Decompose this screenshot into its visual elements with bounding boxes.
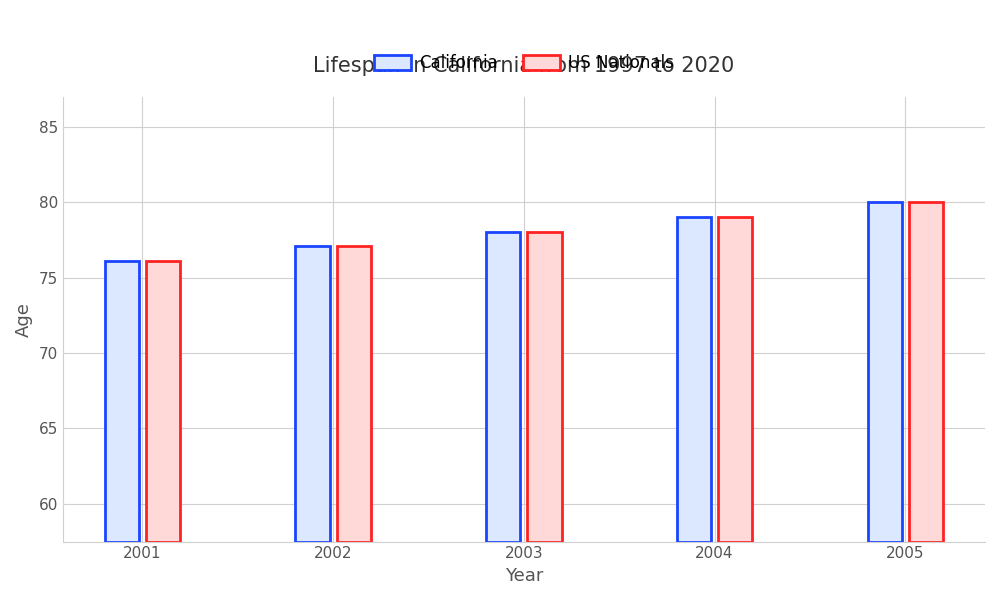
Bar	[718, 217, 752, 542]
Bar	[909, 202, 943, 542]
Bar	[146, 261, 180, 542]
Bar	[105, 261, 139, 542]
Title: Lifespan in California from 1997 to 2020: Lifespan in California from 1997 to 2020	[313, 56, 735, 76]
Bar	[868, 202, 902, 542]
Bar	[295, 246, 330, 542]
X-axis label: Year: Year	[505, 567, 543, 585]
Bar	[337, 246, 371, 542]
Bar	[486, 232, 520, 542]
Y-axis label: Age: Age	[15, 302, 33, 337]
Legend: California, US Nationals: California, US Nationals	[367, 47, 680, 79]
Bar	[527, 232, 562, 542]
Bar	[677, 217, 711, 542]
